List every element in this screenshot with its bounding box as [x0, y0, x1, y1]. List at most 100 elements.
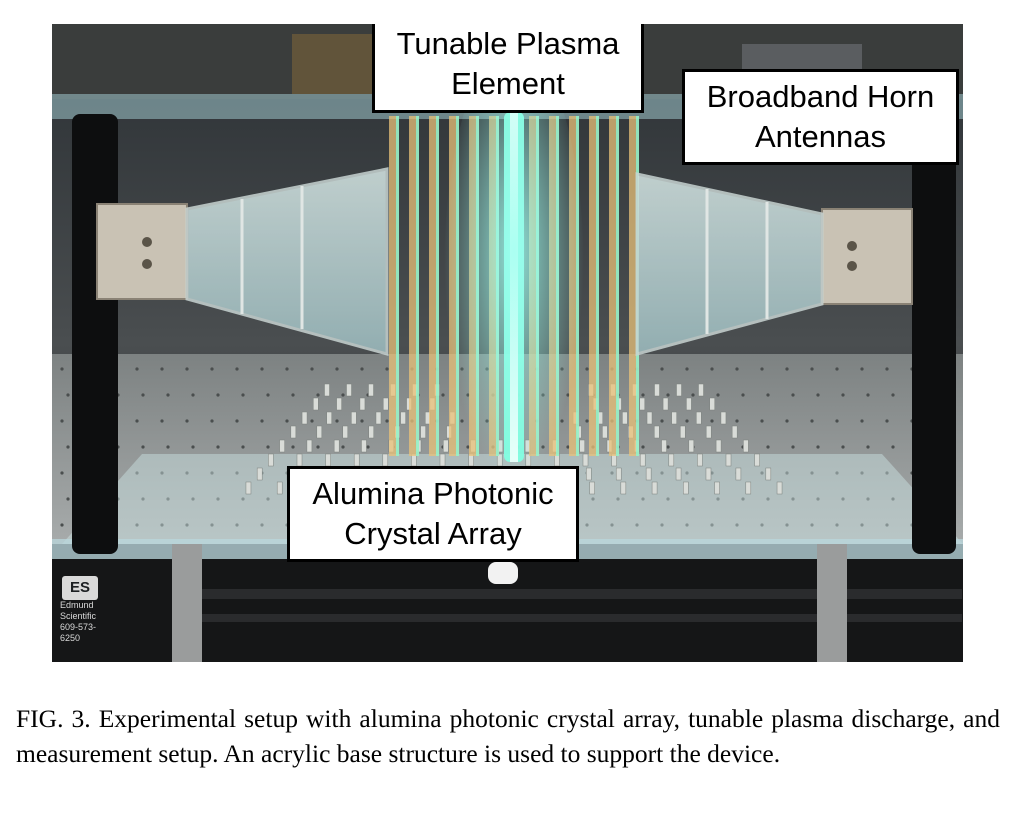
table-hole — [660, 523, 664, 527]
table-hole — [685, 471, 689, 475]
amber-rod — [409, 116, 419, 456]
crystal-pin — [368, 383, 374, 397]
table-hole — [660, 471, 664, 475]
table-hole — [185, 419, 189, 423]
crystal-pin — [714, 481, 720, 495]
crystal-pin — [375, 411, 382, 425]
table-hole — [291, 393, 295, 397]
crystal-pin — [754, 453, 760, 467]
table-hole — [760, 367, 764, 371]
crystal-pin — [582, 453, 589, 467]
amber-rod — [629, 116, 639, 456]
crystal-pin — [639, 453, 646, 467]
table-hole — [566, 445, 570, 449]
table-hole — [135, 471, 139, 475]
table-hole — [341, 393, 345, 397]
table-hole — [585, 367, 589, 371]
table-hole — [891, 497, 895, 501]
table-hole — [135, 367, 139, 371]
crystal-pin — [679, 425, 686, 439]
table-hole — [385, 367, 389, 371]
crystal-pin — [325, 453, 331, 467]
crystal-pin — [651, 481, 658, 495]
crystal-pin — [279, 439, 285, 453]
table-hole — [885, 419, 889, 423]
table-hole — [135, 419, 139, 423]
table-hole — [766, 497, 770, 501]
table-hole — [260, 367, 264, 371]
left-leg — [172, 544, 202, 662]
table-hole — [791, 445, 795, 449]
table-hole — [866, 393, 870, 397]
table-hole — [860, 471, 864, 475]
table-hole — [266, 393, 270, 397]
table-hole — [210, 367, 214, 371]
table-hole — [185, 523, 189, 527]
table-hole — [260, 419, 264, 423]
crystal-pin — [443, 439, 449, 453]
table-hole — [360, 419, 364, 423]
table-hole — [610, 523, 614, 527]
callout-alumina-photonic-crystal-array: Alumina Photonic Crystal Array — [287, 466, 579, 562]
callout-tunable-plasma-element: Tunable Plasma Element — [372, 24, 644, 113]
crystal-pin — [688, 439, 695, 453]
table-hole — [810, 471, 814, 475]
crystal-pin — [720, 411, 727, 425]
crystal-pin — [420, 425, 426, 439]
crystal-pin — [675, 467, 682, 481]
crystal-pin — [313, 397, 319, 411]
table-hole — [741, 497, 745, 501]
table-hole — [660, 367, 664, 371]
crystal-pin — [353, 453, 360, 467]
crystal-pin — [290, 425, 297, 439]
table-hole — [885, 471, 889, 475]
table-hole — [766, 445, 770, 449]
table-hole — [710, 523, 714, 527]
table-hole — [635, 523, 639, 527]
crystal-pin — [745, 481, 752, 495]
crystal-pin — [671, 411, 677, 425]
crystal-pin — [579, 439, 585, 453]
crystal-pin — [382, 397, 389, 411]
table-hole — [66, 497, 70, 501]
table-hole — [66, 445, 70, 449]
left-horn-antenna — [96, 167, 389, 356]
table-hole — [785, 419, 789, 423]
callout-broadband-horn-antennas: Broadband Horn Antennas — [682, 69, 959, 165]
table-hole — [160, 523, 164, 527]
crystal-pin — [336, 397, 342, 411]
table-hole — [66, 393, 70, 397]
crystal-pin — [342, 425, 349, 439]
table-hole — [685, 367, 689, 371]
table-hole — [641, 393, 645, 397]
table-hole — [310, 367, 314, 371]
amber-rod — [429, 116, 439, 456]
table-hole — [835, 523, 839, 527]
table-hole — [60, 419, 64, 423]
table-hole — [241, 393, 245, 397]
center-support — [488, 562, 518, 584]
logo-line: Edmund — [60, 600, 94, 610]
crystal-pin — [382, 453, 389, 467]
callout-line: Antennas — [755, 119, 886, 154]
crystal-pin — [256, 467, 263, 481]
crystal-pin — [662, 397, 669, 411]
table-hole — [816, 393, 820, 397]
table-hole — [785, 367, 789, 371]
crystal-pin — [735, 467, 742, 481]
table-hole — [841, 445, 845, 449]
table-hole — [316, 445, 320, 449]
table-hole — [660, 419, 664, 423]
crystal-pin — [324, 383, 330, 397]
table-hole — [260, 523, 264, 527]
table-hole — [266, 497, 270, 501]
crystal-pin — [589, 481, 595, 495]
table-hole — [216, 497, 220, 501]
crystal-pin — [268, 453, 274, 467]
crystal-pin — [709, 397, 715, 411]
right-horn-antenna — [635, 172, 913, 356]
table-hole — [841, 497, 845, 501]
crystal-pin — [725, 453, 732, 467]
table-hole — [216, 445, 220, 449]
table-hole — [760, 471, 764, 475]
